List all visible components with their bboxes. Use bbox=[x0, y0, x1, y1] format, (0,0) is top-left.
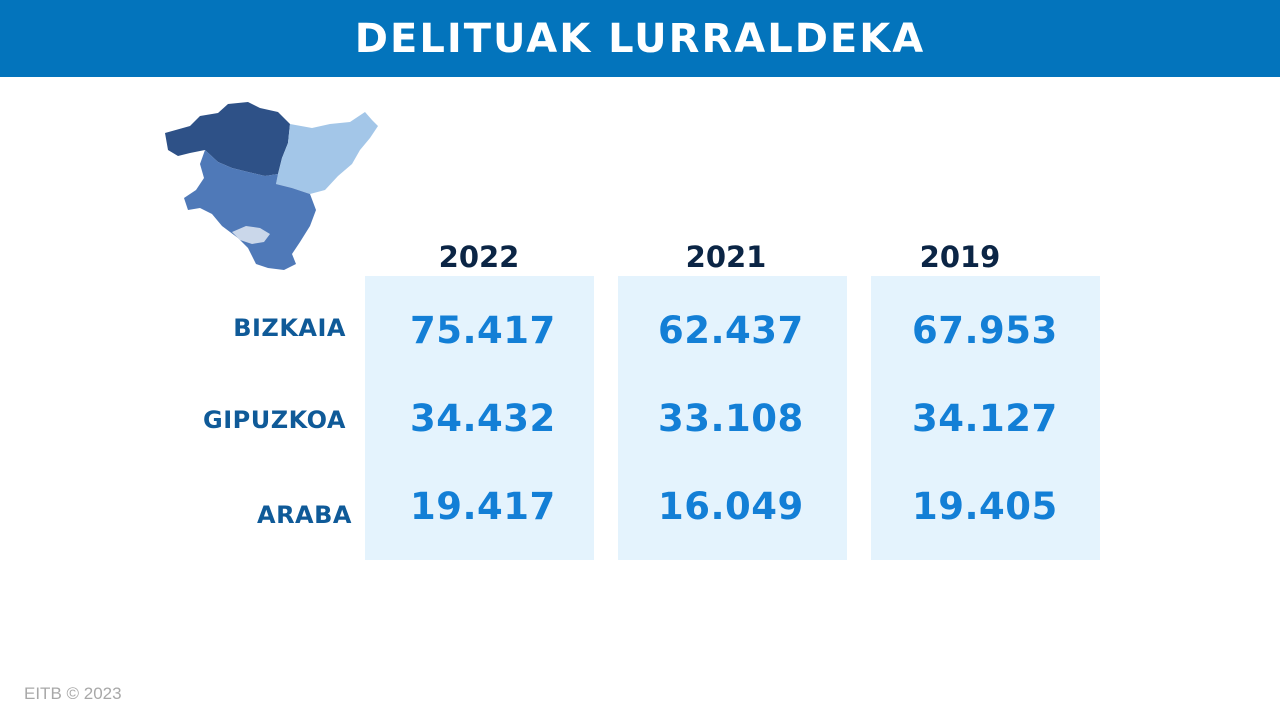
column-header-2019: 2019 bbox=[919, 240, 1001, 274]
row-label-araba: ARABA bbox=[257, 501, 352, 529]
value-araba-2021: 16.049 bbox=[658, 485, 804, 528]
column-header-2022: 2022 bbox=[438, 240, 520, 274]
value-bizkaia-2022: 75.417 bbox=[410, 309, 556, 352]
value-araba-2019: 19.405 bbox=[912, 485, 1058, 528]
value-bizkaia-2019: 67.953 bbox=[912, 309, 1058, 352]
value-araba-2022: 19.417 bbox=[410, 485, 556, 528]
page-title: DELITUAK LURRALDEKA bbox=[354, 15, 926, 62]
map-enclave bbox=[232, 226, 270, 244]
column-header-2021: 2021 bbox=[685, 240, 767, 274]
row-label-bizkaia: BIZKAIA bbox=[233, 314, 346, 342]
map-region-gipuzkoa bbox=[276, 112, 378, 194]
value-gipuzkoa-2019: 34.127 bbox=[912, 397, 1058, 440]
copyright-credit: EITB © 2023 bbox=[24, 684, 122, 703]
map-region-araba bbox=[184, 150, 316, 270]
column-panel-2019 bbox=[871, 276, 1100, 560]
value-gipuzkoa-2021: 33.108 bbox=[658, 397, 804, 440]
value-gipuzkoa-2022: 34.432 bbox=[410, 397, 556, 440]
column-panel-2021 bbox=[618, 276, 847, 560]
basque-country-map-icon bbox=[165, 102, 378, 270]
row-label-gipuzkoa: GIPUZKOA bbox=[203, 406, 346, 434]
column-panel-2022 bbox=[365, 276, 594, 560]
title-banner: DELITUAK LURRALDEKA bbox=[0, 0, 1280, 77]
map-region-bizkaia bbox=[165, 102, 290, 176]
value-bizkaia-2021: 62.437 bbox=[658, 309, 804, 352]
